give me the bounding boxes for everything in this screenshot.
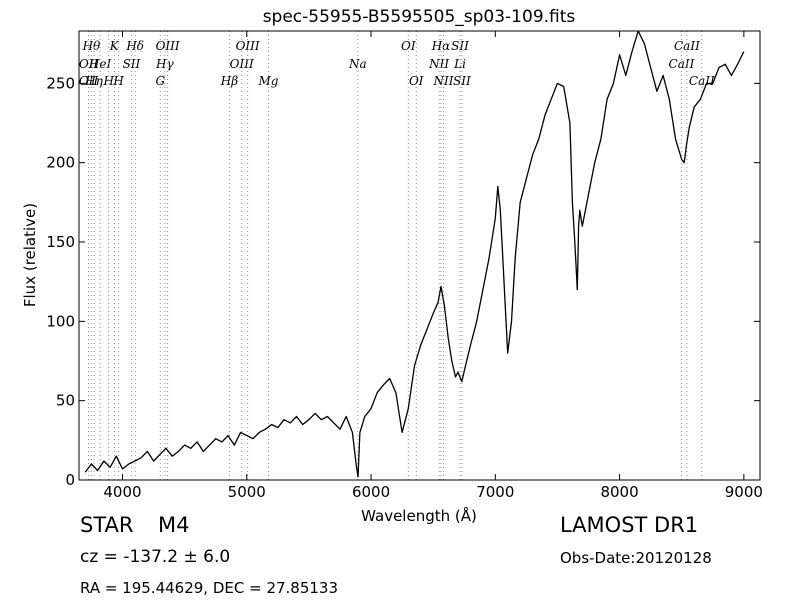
marker-label: Hγ bbox=[155, 57, 174, 71]
object-class: STAR bbox=[80, 513, 134, 537]
marker-label: NII bbox=[428, 57, 449, 71]
marker-label: OIII bbox=[230, 57, 254, 71]
y-tick-label: 50 bbox=[56, 392, 75, 410]
x-tick-label: 6000 bbox=[352, 483, 390, 501]
x-tick-label: 4000 bbox=[103, 483, 141, 501]
y-axis-label: Flux (relative) bbox=[21, 203, 39, 307]
marker-label: CaII bbox=[674, 39, 700, 53]
spectrum-line-0 bbox=[84, 30, 745, 478]
x-tick-label: 5000 bbox=[228, 483, 266, 501]
marker-label: Mg bbox=[258, 74, 279, 88]
marker-label: Na bbox=[348, 57, 367, 71]
marker-label: OII bbox=[79, 74, 99, 88]
x-tick-label: 7000 bbox=[476, 483, 514, 501]
marker-label: Hθ bbox=[82, 39, 101, 53]
marker-label: HeI bbox=[88, 57, 112, 71]
marker-label: Hδ bbox=[125, 39, 144, 53]
marker-label: Li bbox=[453, 57, 466, 71]
y-tick-label: 200 bbox=[46, 154, 75, 172]
line-markers: OIIOIIHθHηHeIHKHSIIHδGHγOIIIHβOIIIOIIIMg… bbox=[79, 31, 715, 480]
marker-label: OIII bbox=[236, 39, 260, 53]
marker-label: OI bbox=[401, 39, 416, 53]
marker-label: CaII bbox=[689, 74, 715, 88]
y-tick-label: 150 bbox=[46, 233, 75, 251]
observation-date: Obs-Date:20120128 bbox=[560, 549, 712, 567]
survey-name: LAMOST DR1 bbox=[560, 513, 699, 537]
y-tick-label: 100 bbox=[46, 312, 75, 330]
plot-frame bbox=[78, 30, 761, 481]
marker-label: Hβ bbox=[220, 74, 238, 88]
marker-label: Hα bbox=[431, 39, 451, 53]
x-tick-label: 9000 bbox=[725, 483, 763, 501]
axes: 4000 5000 6000 7000 8000 9000 0 50 100 150 200 250 bbox=[46, 31, 763, 501]
marker-label: H bbox=[102, 74, 114, 88]
marker-label: K bbox=[109, 39, 120, 53]
spectrum-series bbox=[84, 30, 745, 478]
marker-label: OIII bbox=[156, 39, 180, 53]
object-subclass: M4 bbox=[158, 513, 190, 537]
x-tick-label: 8000 bbox=[600, 483, 638, 501]
marker-label: SII bbox=[451, 39, 469, 53]
marker-label: H bbox=[112, 74, 124, 88]
marker-label: NII bbox=[432, 74, 453, 88]
marker-label: OI bbox=[409, 74, 424, 88]
chart-title: spec-55955-B5595505_sp03-109.fits bbox=[263, 7, 576, 27]
ra-dec-coordinates: RA = 195.44629, DEC = 27.85133 bbox=[80, 579, 339, 597]
marker-label: SII bbox=[123, 57, 141, 71]
marker-label: CaII bbox=[669, 57, 695, 71]
redshift-cz: cz = -137.2 ± 6.0 bbox=[80, 547, 231, 567]
marker-label: SII bbox=[453, 74, 471, 88]
y-tick-label: 0 bbox=[65, 471, 75, 489]
marker-label: G bbox=[155, 74, 165, 88]
y-tick-label: 250 bbox=[46, 74, 75, 92]
x-axis-label: Wavelength (Å) bbox=[361, 506, 477, 525]
marker-label: Hη bbox=[84, 74, 103, 88]
